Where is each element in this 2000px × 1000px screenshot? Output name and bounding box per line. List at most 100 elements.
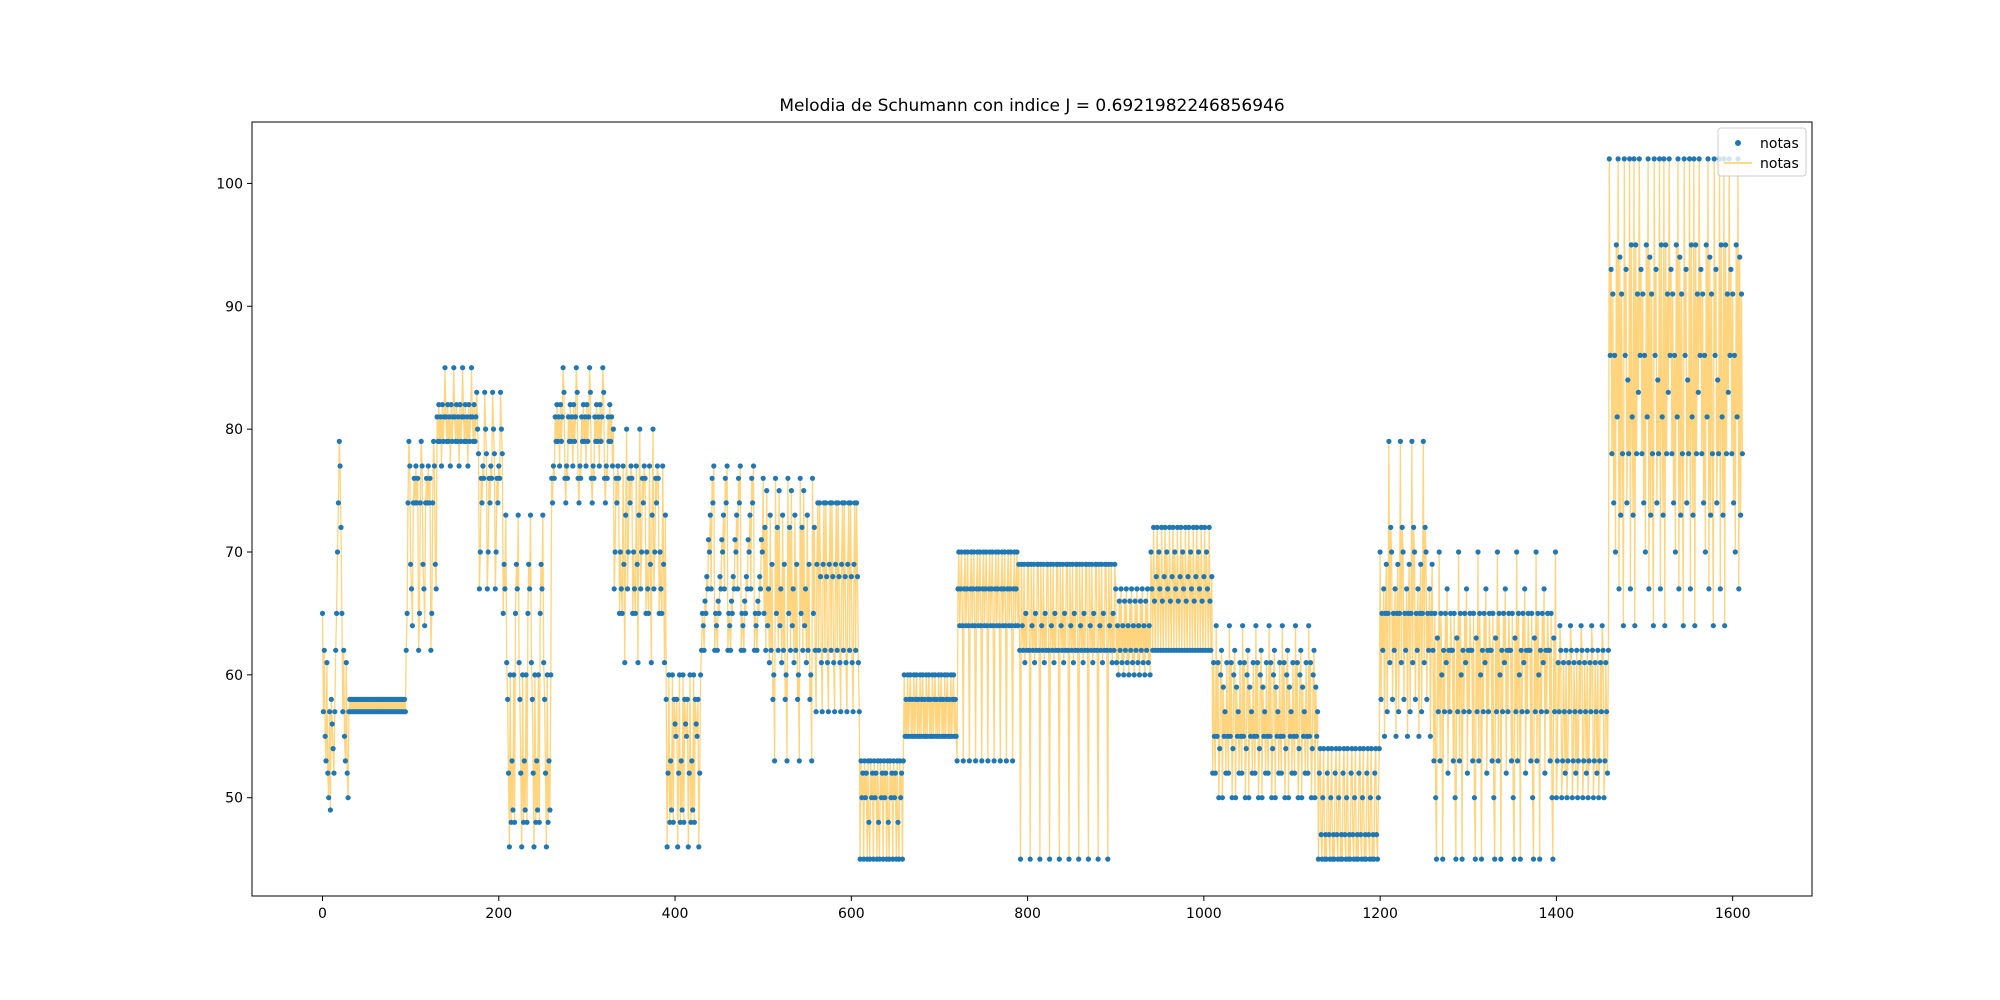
data-point bbox=[1235, 709, 1241, 715]
data-point bbox=[1209, 574, 1215, 580]
data-point bbox=[543, 844, 550, 850]
data-point bbox=[1306, 623, 1312, 629]
data-point bbox=[448, 402, 454, 408]
data-point bbox=[764, 488, 770, 494]
data-point bbox=[800, 647, 806, 653]
data-point bbox=[1301, 709, 1307, 715]
data-point bbox=[759, 549, 765, 555]
data-point bbox=[541, 660, 547, 666]
data-point bbox=[1552, 709, 1558, 715]
data-point bbox=[445, 438, 452, 444]
data-point bbox=[1058, 623, 1064, 629]
data-point bbox=[1359, 795, 1366, 801]
data-point bbox=[1148, 549, 1154, 555]
data-point bbox=[345, 795, 351, 801]
legend-label-points: notas bbox=[1760, 136, 1799, 152]
data-point bbox=[1467, 610, 1473, 617]
data-point bbox=[572, 414, 579, 420]
data-point bbox=[1125, 623, 1131, 629]
data-point bbox=[1116, 598, 1122, 604]
data-point bbox=[1262, 709, 1268, 715]
data-point bbox=[772, 475, 779, 481]
data-point bbox=[341, 733, 348, 739]
data-point bbox=[728, 647, 734, 653]
data-point bbox=[861, 758, 868, 764]
data-point bbox=[743, 610, 749, 617]
data-point bbox=[1309, 746, 1315, 752]
data-point bbox=[585, 438, 591, 444]
data-point bbox=[1582, 709, 1589, 715]
data-point bbox=[734, 512, 740, 518]
x-tick-label: 1200 bbox=[1362, 906, 1398, 922]
data-point bbox=[1352, 746, 1359, 752]
data-point bbox=[1154, 524, 1160, 531]
data-point bbox=[1619, 451, 1626, 457]
data-point bbox=[472, 438, 478, 444]
data-point bbox=[1151, 524, 1157, 531]
data-point bbox=[625, 549, 631, 555]
data-point bbox=[1738, 291, 1745, 297]
data-point bbox=[1450, 758, 1456, 764]
data-point bbox=[1282, 795, 1288, 801]
data-point bbox=[335, 500, 341, 506]
data-point bbox=[1099, 660, 1106, 666]
data-point bbox=[750, 500, 756, 506]
data-point bbox=[1143, 598, 1149, 604]
data-point bbox=[1477, 610, 1483, 617]
data-point bbox=[829, 500, 835, 506]
data-point bbox=[1621, 156, 1627, 162]
data-point bbox=[1516, 672, 1522, 678]
x-tick-label: 400 bbox=[662, 906, 689, 922]
x-tick-label: 600 bbox=[838, 906, 865, 922]
data-point bbox=[702, 598, 708, 604]
data-point bbox=[1444, 586, 1450, 592]
data-point bbox=[836, 574, 842, 580]
data-point bbox=[1098, 647, 1104, 653]
data-point bbox=[979, 758, 985, 764]
data-point bbox=[1610, 291, 1616, 297]
data-point bbox=[1577, 709, 1583, 715]
data-point bbox=[683, 721, 689, 727]
data-point bbox=[1046, 647, 1052, 653]
data-point bbox=[1273, 684, 1279, 690]
data-point bbox=[952, 696, 958, 703]
data-point bbox=[1461, 709, 1467, 715]
data-point bbox=[419, 463, 425, 469]
notas-line-series bbox=[321, 158, 1744, 860]
data-point bbox=[1069, 561, 1076, 567]
data-point bbox=[1348, 770, 1354, 776]
data-point bbox=[1299, 795, 1305, 801]
data-point bbox=[737, 463, 743, 469]
data-point bbox=[510, 807, 516, 813]
data-point bbox=[1423, 549, 1429, 555]
data-point bbox=[1644, 414, 1650, 420]
data-point bbox=[985, 758, 991, 764]
data-point bbox=[420, 561, 426, 567]
data-point bbox=[1634, 451, 1640, 457]
data-point bbox=[1463, 660, 1469, 666]
legend-label-line: notas bbox=[1760, 156, 1799, 172]
data-point bbox=[1119, 660, 1125, 666]
data-point bbox=[1216, 795, 1222, 801]
data-point bbox=[502, 586, 508, 592]
data-point bbox=[1436, 549, 1442, 555]
data-point bbox=[587, 365, 593, 371]
data-point bbox=[1476, 758, 1482, 764]
data-point bbox=[1095, 856, 1101, 862]
data-point bbox=[736, 500, 743, 506]
data-point bbox=[857, 856, 863, 862]
data-point bbox=[1243, 746, 1249, 752]
data-point bbox=[495, 500, 501, 506]
data-point bbox=[769, 561, 775, 567]
data-point bbox=[1105, 856, 1111, 862]
data-point bbox=[1685, 377, 1691, 383]
data-point bbox=[1670, 291, 1676, 297]
data-point bbox=[583, 463, 589, 469]
data-point bbox=[480, 463, 486, 469]
data-point bbox=[763, 647, 769, 653]
data-point bbox=[1316, 770, 1322, 776]
data-point bbox=[1239, 770, 1245, 776]
data-point bbox=[1520, 610, 1526, 617]
data-point bbox=[569, 414, 575, 420]
data-point bbox=[629, 475, 635, 481]
